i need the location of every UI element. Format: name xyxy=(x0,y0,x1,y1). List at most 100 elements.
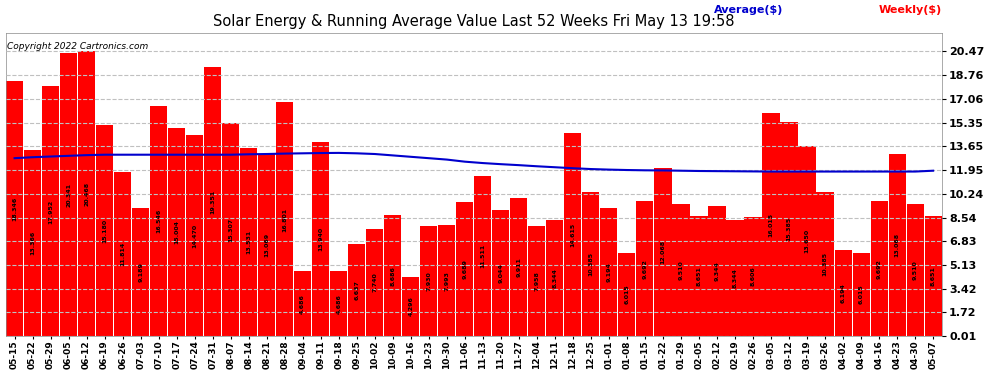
Bar xyxy=(24,150,42,336)
Bar xyxy=(384,216,401,336)
Text: 6.637: 6.637 xyxy=(354,280,359,300)
Bar xyxy=(474,176,491,336)
Text: 9.189: 9.189 xyxy=(139,262,144,282)
Text: 9.194: 9.194 xyxy=(607,262,612,282)
Bar xyxy=(241,148,257,336)
Text: 20.341: 20.341 xyxy=(66,183,71,207)
Bar xyxy=(672,204,689,336)
Bar xyxy=(582,192,600,336)
Text: 19.351: 19.351 xyxy=(210,190,215,214)
Text: 13.068: 13.068 xyxy=(895,233,900,258)
Text: 7.930: 7.930 xyxy=(427,272,432,291)
Bar xyxy=(439,225,455,336)
Text: 9.911: 9.911 xyxy=(517,258,522,278)
Text: 6.015: 6.015 xyxy=(625,285,630,304)
Text: 9.510: 9.510 xyxy=(678,260,683,280)
Bar xyxy=(294,271,311,336)
Bar xyxy=(492,210,510,336)
Text: 8.651: 8.651 xyxy=(697,266,702,286)
Bar xyxy=(637,201,653,336)
Bar xyxy=(204,67,221,336)
Bar xyxy=(744,217,761,336)
Text: 9.044: 9.044 xyxy=(498,264,503,284)
Text: 13.650: 13.650 xyxy=(805,230,810,254)
Text: 8.344: 8.344 xyxy=(733,268,738,288)
Text: Copyright 2022 Cartronics.com: Copyright 2022 Cartronics.com xyxy=(8,42,148,51)
Text: 20.468: 20.468 xyxy=(84,182,89,206)
Text: 11.511: 11.511 xyxy=(480,244,485,268)
Text: 10.385: 10.385 xyxy=(588,252,593,276)
Bar xyxy=(42,87,59,336)
Text: 13.531: 13.531 xyxy=(247,230,251,254)
Text: 8.686: 8.686 xyxy=(390,266,395,286)
Text: 18.346: 18.346 xyxy=(12,196,17,221)
Bar xyxy=(690,216,708,336)
Bar xyxy=(817,192,834,336)
Bar xyxy=(780,122,798,336)
Bar xyxy=(348,244,365,336)
Bar xyxy=(186,135,203,336)
Bar xyxy=(835,250,851,336)
Text: 13.940: 13.940 xyxy=(318,227,324,251)
Text: 15.307: 15.307 xyxy=(228,218,234,242)
Text: 4.296: 4.296 xyxy=(408,297,413,316)
Bar xyxy=(889,154,906,336)
Bar xyxy=(654,168,671,336)
Text: 9.692: 9.692 xyxy=(876,259,881,279)
Text: 8.651: 8.651 xyxy=(931,266,936,286)
Bar xyxy=(925,216,941,336)
Bar xyxy=(852,253,869,336)
Bar xyxy=(510,198,528,336)
Bar xyxy=(222,123,240,336)
Bar xyxy=(870,201,888,336)
Bar xyxy=(331,271,347,336)
Text: 9.689: 9.689 xyxy=(462,259,467,279)
Bar xyxy=(529,226,545,336)
Bar xyxy=(366,229,383,336)
Bar xyxy=(799,146,816,336)
Text: 12.068: 12.068 xyxy=(660,240,665,264)
Text: 7.993: 7.993 xyxy=(445,271,449,291)
Text: 8.606: 8.606 xyxy=(750,267,755,286)
Bar xyxy=(456,201,473,336)
Text: 9.692: 9.692 xyxy=(643,259,647,279)
Bar xyxy=(150,106,167,336)
Text: 10.385: 10.385 xyxy=(823,252,828,276)
Text: 16.801: 16.801 xyxy=(282,207,287,231)
Text: 4.686: 4.686 xyxy=(300,294,305,314)
Text: 7.740: 7.740 xyxy=(372,273,377,292)
Text: 16.015: 16.015 xyxy=(768,213,773,237)
Text: 9.344: 9.344 xyxy=(715,261,720,281)
Bar xyxy=(421,226,438,336)
Text: 9.510: 9.510 xyxy=(913,260,918,280)
Bar xyxy=(312,142,330,336)
Bar xyxy=(168,128,185,336)
Bar xyxy=(114,172,132,336)
Text: 4.686: 4.686 xyxy=(337,294,342,314)
Text: 8.344: 8.344 xyxy=(552,268,557,288)
Text: 13.069: 13.069 xyxy=(264,233,269,258)
Bar xyxy=(564,133,581,336)
Text: 6.015: 6.015 xyxy=(858,285,863,304)
Bar xyxy=(78,51,95,336)
Title: Solar Energy & Running Average Value Last 52 Weeks Fri May 13 19:58: Solar Energy & Running Average Value Las… xyxy=(213,14,735,29)
Text: 7.958: 7.958 xyxy=(535,271,540,291)
Bar xyxy=(600,209,618,336)
Text: 11.814: 11.814 xyxy=(120,242,125,266)
Text: 13.366: 13.366 xyxy=(30,231,35,255)
Text: Average($): Average($) xyxy=(714,4,783,15)
Text: 14.470: 14.470 xyxy=(192,224,197,248)
Text: 15.004: 15.004 xyxy=(174,220,179,244)
Bar xyxy=(619,253,636,336)
Bar xyxy=(709,206,726,336)
Text: 14.615: 14.615 xyxy=(570,222,575,247)
Bar xyxy=(546,220,563,336)
Bar xyxy=(762,113,779,336)
Text: 17.952: 17.952 xyxy=(49,199,53,223)
Bar xyxy=(60,53,77,336)
Bar xyxy=(6,81,23,336)
Bar xyxy=(907,204,924,336)
Text: Weekly($): Weekly($) xyxy=(879,4,942,15)
Bar xyxy=(276,102,293,336)
Text: 6.194: 6.194 xyxy=(841,284,845,303)
